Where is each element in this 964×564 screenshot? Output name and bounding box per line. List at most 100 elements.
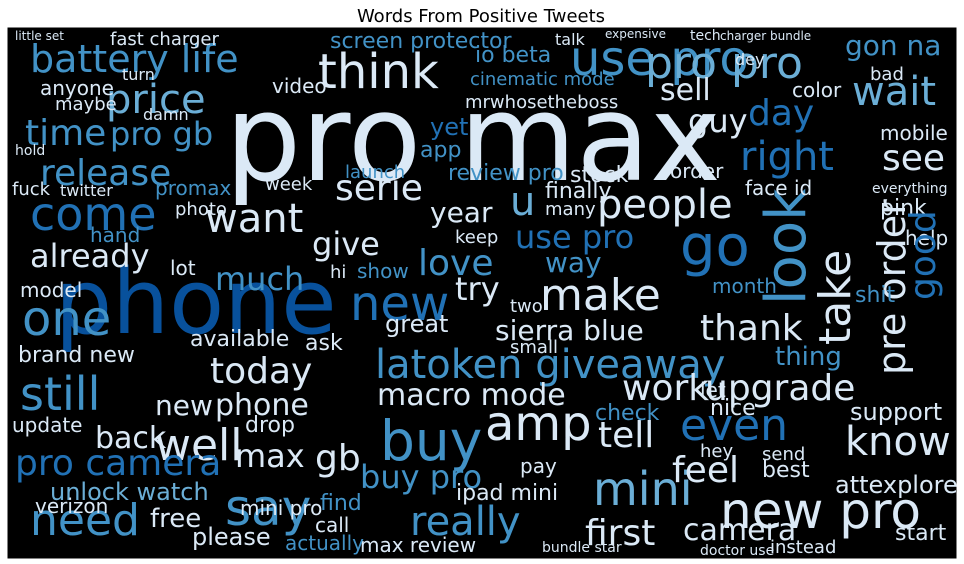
word: feel bbox=[672, 450, 739, 491]
word: good bbox=[903, 210, 944, 300]
word: guy bbox=[688, 102, 748, 140]
word: promax bbox=[155, 176, 231, 200]
word: u bbox=[510, 179, 535, 225]
word: max review bbox=[360, 533, 476, 557]
word: say bbox=[225, 479, 311, 537]
word: review pro bbox=[448, 161, 564, 186]
word: finally bbox=[545, 179, 612, 204]
word: latoken giveaway bbox=[375, 342, 725, 388]
word: nice bbox=[710, 396, 756, 421]
word: expensive bbox=[605, 27, 666, 41]
word: best bbox=[762, 458, 810, 483]
word: ask bbox=[305, 331, 343, 356]
word: update bbox=[12, 413, 82, 437]
word: new bbox=[155, 389, 213, 422]
word: day bbox=[748, 93, 814, 134]
word: work bbox=[622, 368, 709, 409]
word: think bbox=[318, 44, 439, 100]
word: go bbox=[680, 214, 750, 279]
cloud-background bbox=[7, 27, 957, 559]
word: right bbox=[740, 134, 834, 180]
word: really bbox=[410, 499, 521, 545]
chart-title: Words From Positive Tweets bbox=[357, 6, 605, 27]
word: many bbox=[545, 199, 596, 220]
word: love bbox=[418, 243, 493, 284]
word: shit bbox=[855, 283, 896, 308]
word: help bbox=[905, 226, 948, 250]
word: unlock watch bbox=[50, 478, 209, 506]
word: great bbox=[385, 310, 448, 338]
word: take bbox=[810, 250, 861, 345]
word: pink bbox=[880, 196, 927, 221]
word: buy bbox=[380, 409, 482, 473]
word: actually bbox=[285, 531, 364, 555]
word: pro gb bbox=[110, 115, 213, 153]
word: pay bbox=[520, 454, 557, 478]
word: model bbox=[20, 278, 82, 302]
word: pre order bbox=[870, 199, 914, 375]
word: much bbox=[215, 260, 304, 298]
word: sell bbox=[660, 73, 711, 108]
word: yet bbox=[430, 113, 468, 141]
word: little set bbox=[15, 29, 64, 43]
word: well bbox=[155, 420, 243, 471]
word: damn bbox=[143, 105, 189, 124]
word: support bbox=[850, 398, 942, 426]
word: lot bbox=[170, 256, 196, 280]
word: stock bbox=[570, 163, 629, 188]
word: pro camera bbox=[15, 443, 221, 484]
word: max bbox=[235, 437, 305, 475]
word: need bbox=[30, 495, 140, 546]
word: give bbox=[312, 225, 380, 263]
word: mini bbox=[593, 462, 693, 516]
word: send bbox=[762, 444, 805, 465]
word: bundle star bbox=[542, 540, 622, 556]
word: free bbox=[150, 504, 201, 534]
word: first bbox=[585, 513, 655, 554]
word: week bbox=[265, 174, 313, 195]
word: phone bbox=[55, 250, 337, 355]
word: still bbox=[20, 367, 100, 421]
word: mrwhosetheboss bbox=[465, 92, 618, 113]
word: even bbox=[680, 400, 788, 451]
word: thing bbox=[775, 342, 842, 372]
word: phone bbox=[215, 388, 309, 423]
word: video bbox=[272, 74, 327, 98]
word: ipad mini bbox=[456, 481, 558, 506]
word: hi bbox=[330, 262, 346, 283]
word: launch bbox=[345, 162, 405, 183]
word: brand new bbox=[18, 343, 135, 368]
word: start bbox=[895, 521, 947, 546]
word: instead bbox=[770, 537, 836, 558]
word: hand bbox=[90, 223, 140, 247]
word: everything bbox=[872, 181, 948, 197]
word: serie bbox=[335, 168, 423, 209]
word: buy pro bbox=[360, 458, 482, 496]
word: people bbox=[597, 182, 733, 228]
word: thank bbox=[700, 308, 803, 349]
word: please bbox=[192, 523, 271, 551]
word: upgrade bbox=[705, 368, 855, 409]
word: see bbox=[882, 138, 945, 179]
word: fast charger bbox=[110, 29, 219, 50]
word: pro pro bbox=[645, 38, 803, 89]
word: tech bbox=[690, 28, 721, 44]
word: order bbox=[670, 159, 724, 183]
word: look bbox=[754, 188, 819, 305]
word: macro mode bbox=[377, 378, 566, 413]
word: color bbox=[792, 78, 842, 102]
word: mini pro bbox=[240, 496, 322, 520]
word: io beta bbox=[475, 43, 551, 68]
word: back bbox=[95, 421, 167, 456]
word: turn bbox=[122, 65, 155, 84]
word: use pro bbox=[515, 218, 634, 256]
word: try bbox=[455, 270, 500, 308]
word: want bbox=[205, 196, 303, 242]
word: screen protector bbox=[330, 29, 512, 54]
word: price bbox=[106, 77, 206, 123]
word: sierra blue bbox=[495, 314, 644, 347]
word: new bbox=[350, 276, 449, 332]
word: show bbox=[357, 259, 409, 283]
word: month bbox=[712, 274, 777, 298]
